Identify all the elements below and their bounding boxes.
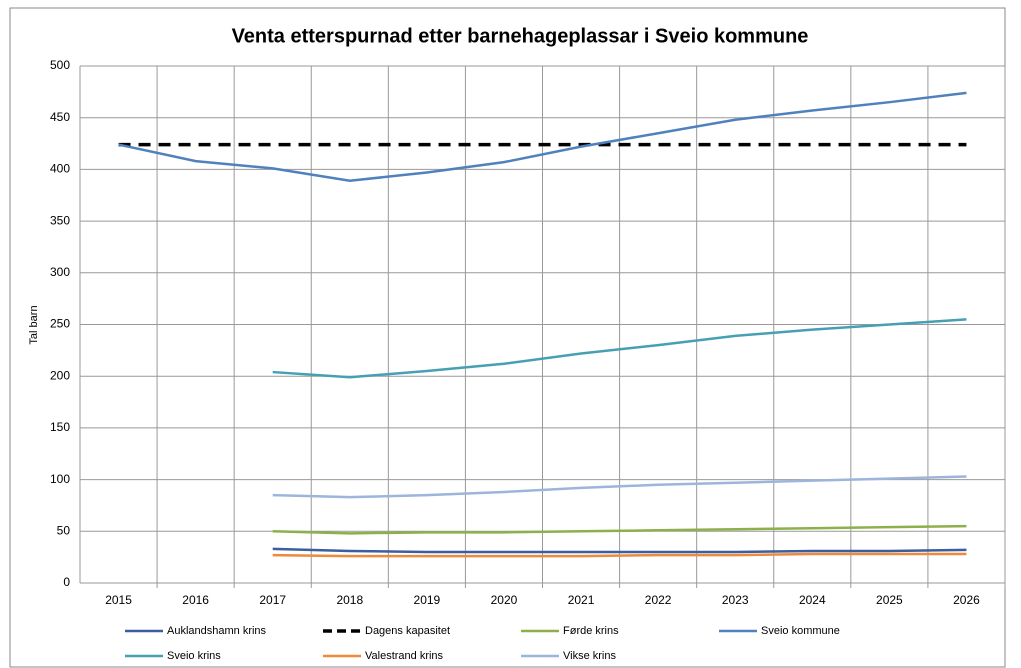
y-tick-label: 450 <box>50 110 70 124</box>
x-tick-label: 2023 <box>722 593 749 607</box>
y-tick-label: 0 <box>63 575 70 589</box>
x-tick-label: 2017 <box>259 593 286 607</box>
y-tick-label: 400 <box>50 162 70 176</box>
x-tick-label: 2015 <box>105 593 132 607</box>
x-tick-label: 2022 <box>645 593 672 607</box>
y-tick-label: 250 <box>50 317 70 331</box>
y-tick-label: 50 <box>57 523 71 537</box>
series-line <box>272 524 967 535</box>
legend-label: Sveio krins <box>167 650 221 662</box>
y-tick-label: 150 <box>50 420 70 434</box>
legend-label: Auklandshamn krins <box>167 625 267 637</box>
series-line <box>272 547 967 554</box>
y-tick-label: 350 <box>50 213 70 227</box>
x-tick-label: 2018 <box>336 593 363 607</box>
x-tick-label: 2020 <box>491 593 518 607</box>
y-tick-label: 100 <box>50 472 70 486</box>
series-line <box>118 91 967 183</box>
legend-label: Dagens kapasitet <box>365 625 450 637</box>
x-tick-label: 2026 <box>953 593 980 607</box>
chart-title: Venta etterspurnad etter barnehageplassa… <box>232 25 809 47</box>
x-tick-label: 2025 <box>876 593 903 607</box>
series-line <box>272 475 967 499</box>
y-tick-label: 300 <box>50 265 70 279</box>
x-tick-label: 2021 <box>568 593 595 607</box>
legend-label: Sveio kommune <box>761 625 840 637</box>
x-tick-label: 2019 <box>414 593 441 607</box>
y-axis-label: Tal barn <box>28 305 40 344</box>
legend-label: Valestrand krins <box>365 650 444 662</box>
legend-label: Vikse krins <box>563 650 616 662</box>
y-tick-label: 500 <box>50 58 70 72</box>
y-tick-label: 200 <box>50 368 70 382</box>
series-line <box>272 552 967 558</box>
series-line <box>272 318 967 379</box>
x-tick-label: 2016 <box>182 593 209 607</box>
x-tick-label: 2024 <box>799 593 826 607</box>
legend-label: Førde krins <box>563 625 619 637</box>
